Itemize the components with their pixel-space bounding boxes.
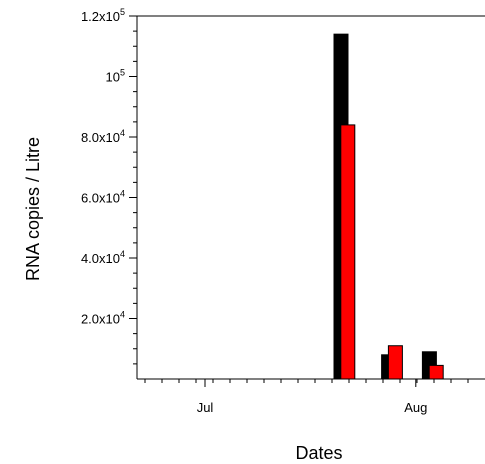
y-tick-label: 4.0x104: [81, 249, 125, 266]
bars: [333, 33, 444, 380]
bar-red: [340, 124, 356, 380]
x-tick-label: Jul: [197, 400, 214, 415]
x-axis-label: Dates: [295, 443, 342, 463]
y-tick-label: 1.2x105: [81, 7, 125, 24]
y-axis-label: RNA copies / Litre: [23, 137, 43, 281]
y-tick-labels: 2.0x104 4.0x104 6.0x104 8.0x104 105 1.2x105: [81, 7, 125, 327]
y-tick-label: 6.0x104: [81, 189, 125, 206]
y-tick-label: 105: [106, 68, 125, 85]
x-tick-labels: Jul Aug: [197, 400, 428, 415]
x-tick-label: Aug: [404, 400, 427, 415]
x-axis: [137, 378, 485, 387]
bar-red: [428, 364, 444, 380]
y-tick-label: 8.0x104: [81, 128, 125, 145]
y-axis: [129, 15, 485, 379]
bar-red: [387, 345, 403, 380]
y-tick-label: 2.0x104: [81, 310, 125, 327]
